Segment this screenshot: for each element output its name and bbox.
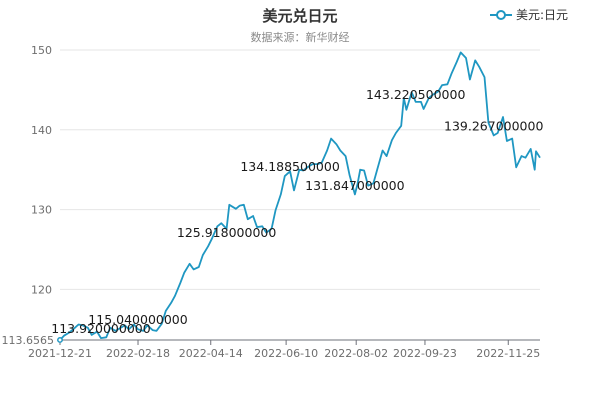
x-tick-label: 2022-02-18: [106, 347, 170, 360]
chart-subtitle: 数据来源：新华财经: [251, 30, 350, 44]
data-label: 115.040000000: [88, 312, 187, 327]
data-label: 125.918000000: [177, 225, 276, 240]
series-layer: [57, 51, 541, 343]
x-tick-label: 2022-08-02: [324, 347, 388, 360]
x-tick-label: 2022-09-23: [393, 347, 457, 360]
series-line: [59, 51, 541, 341]
y-tick-label: 140: [31, 124, 52, 137]
y-min-label: 113.6565: [2, 334, 55, 347]
series-start-point: [57, 337, 63, 343]
chart-title: 美元兑日元: [262, 7, 337, 25]
x-tick-label: 2022-06-10: [254, 347, 318, 360]
x-tick-label: 2022-04-14: [179, 347, 243, 360]
y-tick-label: 130: [31, 204, 52, 217]
data-label: 113.920000000: [51, 321, 150, 336]
y-tick-label: 120: [31, 283, 52, 296]
legend-marker-icon: [496, 10, 506, 20]
legend-label: 美元:日元: [516, 8, 568, 22]
grid-layer: [60, 49, 540, 290]
x-tick-label: 2021-12-21: [28, 347, 92, 360]
legend[interactable]: 美元:日元: [490, 8, 568, 22]
data-label: 139.267000000: [444, 119, 543, 134]
x-tick-label: 2022-11-25: [476, 347, 540, 360]
data-label: 134.188500000: [240, 159, 339, 174]
data-label: 131.847000000: [305, 178, 404, 193]
data-label: 143.220500000: [366, 87, 465, 102]
y-tick-label: 150: [31, 44, 52, 57]
